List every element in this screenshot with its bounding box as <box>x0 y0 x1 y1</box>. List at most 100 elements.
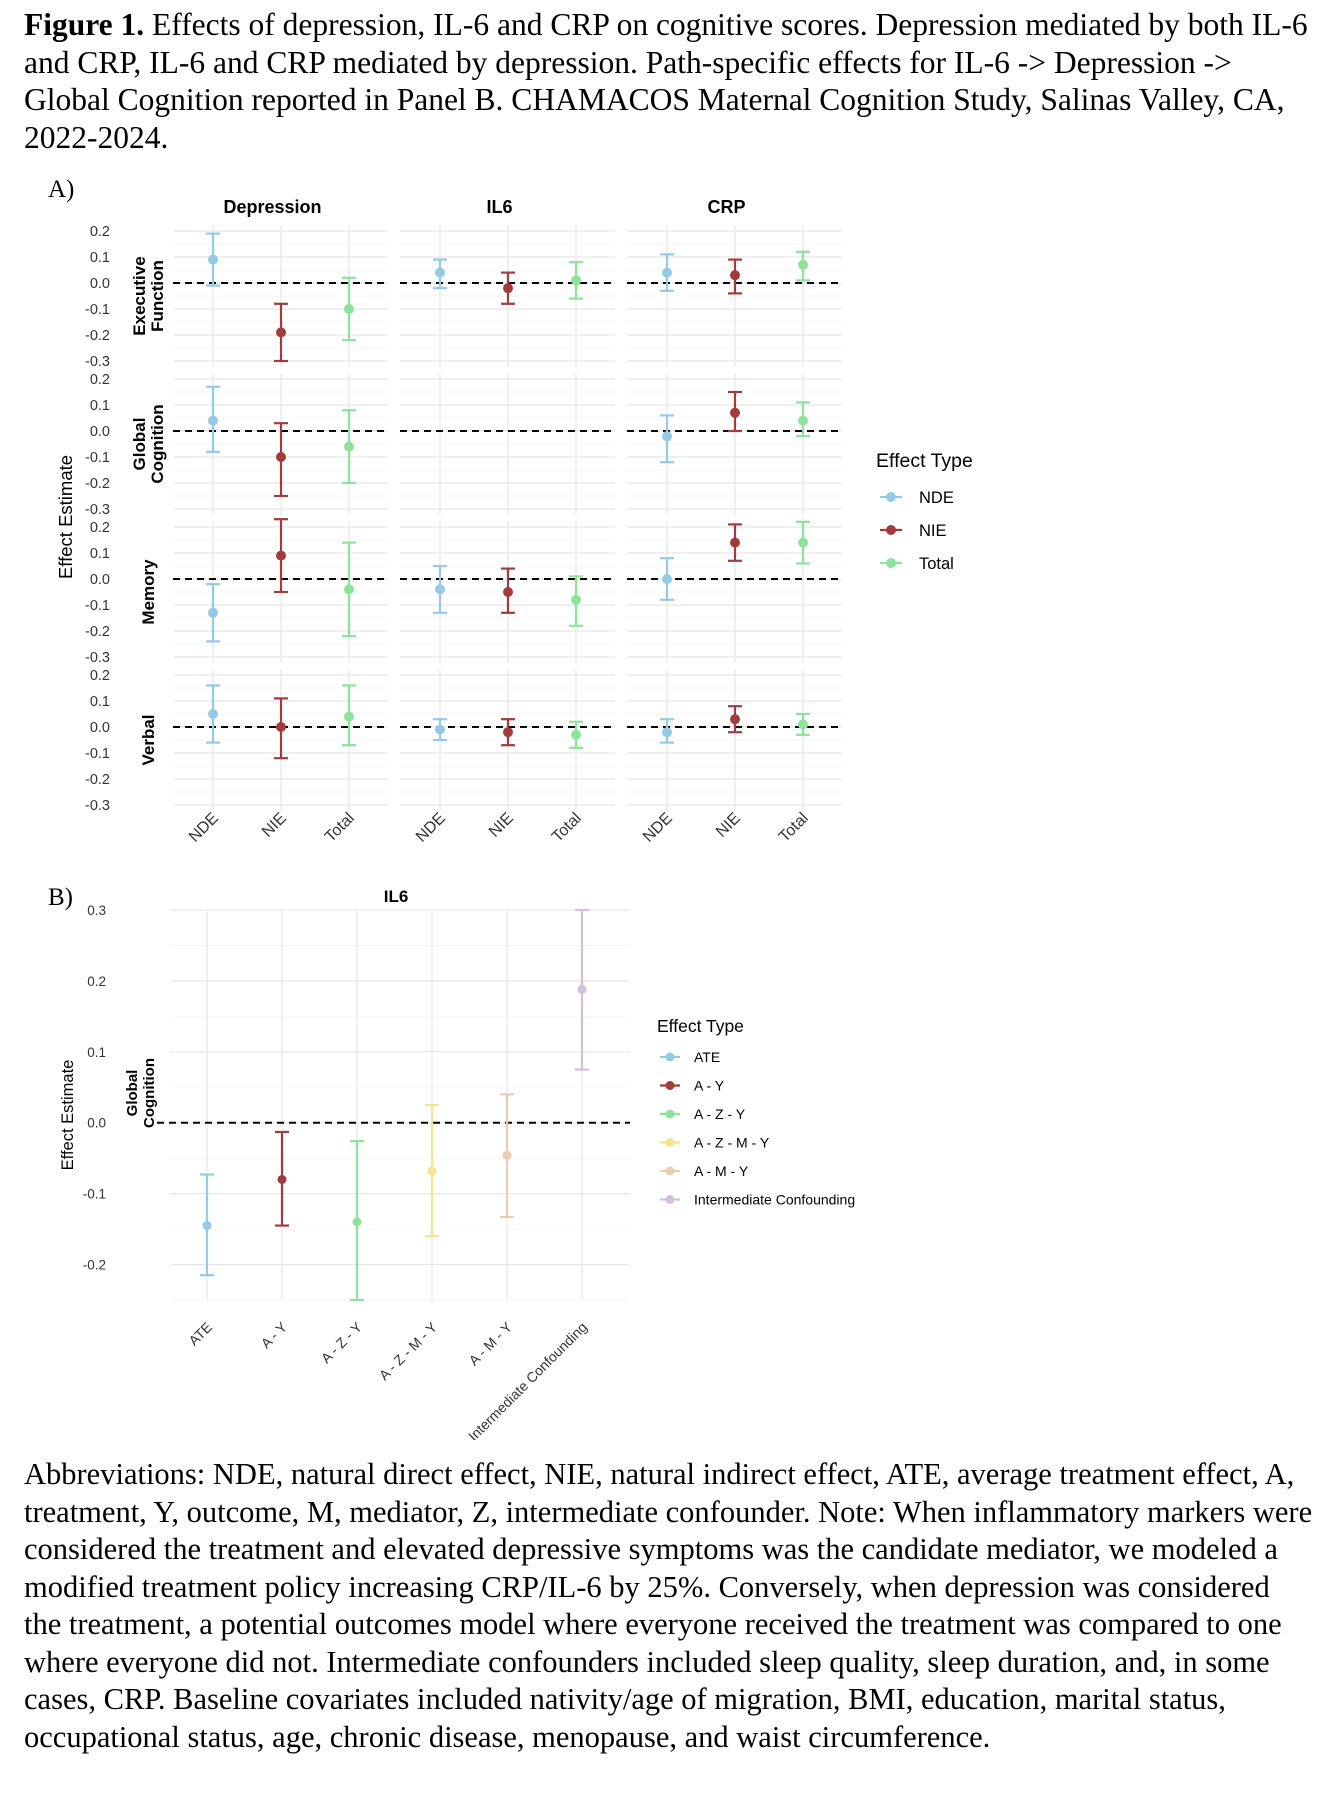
point-crp-verbal-nde-point <box>662 727 672 737</box>
facet-row-label: GlobalCognition <box>124 1058 158 1128</box>
y-tick-label: 0.1 <box>87 1045 106 1060</box>
facet-title-crp: CRP <box>707 197 745 217</box>
legend-key-point-nde <box>886 492 896 502</box>
y-tick-label: -0.3 <box>85 354 110 370</box>
facet-row-text: GlobalCognition <box>130 404 167 483</box>
point-il6-executive-function-total <box>569 262 583 298</box>
point-depression-memory-nde <box>206 584 220 641</box>
x-tick-label: A - M - Y <box>465 1318 515 1368</box>
point-depression-memory-nie-point <box>276 551 286 561</box>
point-crp-verbal-total-point <box>798 719 808 729</box>
y-tick-label: -0.2 <box>85 328 110 344</box>
facet-row-label-verbal: Verbal <box>139 714 158 765</box>
y-tick-label: -0.2 <box>85 476 110 492</box>
figure-footnote: Abbreviations: NDE, natural direct effec… <box>24 1456 1314 1756</box>
legend-label-total: Total <box>919 555 954 573</box>
legend-key-point-a-z-m-y <box>666 1138 675 1147</box>
point-depression-memory-total <box>342 543 356 637</box>
point-crp-global-cognition-nde-point <box>662 431 672 441</box>
point-depression-executive-function-total-point <box>344 304 354 314</box>
point-il6-memory-nde <box>433 566 447 613</box>
x-tick-label: NIE <box>259 810 290 841</box>
y-tick-label: 0.2 <box>87 974 106 989</box>
point-crp-executive-function-nde-point <box>662 268 672 278</box>
legend-label-nde: NDE <box>919 489 954 507</box>
legend-key-point-intermediate-confounding <box>666 1195 675 1204</box>
point-il6-executive-function-total-point <box>571 275 581 285</box>
point-depression-verbal-nie <box>274 698 288 758</box>
y-tick-label: 0.1 <box>90 398 110 414</box>
point-il6-executive-function-nde <box>433 260 447 289</box>
point-il6-executive-function-nie-point <box>503 283 513 293</box>
facet-title-depression: Depression <box>223 197 321 217</box>
x-tick-label: Total <box>322 810 358 846</box>
legend-key-point-total <box>886 558 896 568</box>
x-tick-label: ATE <box>185 1319 215 1349</box>
panel-a-chart: Depression IL6 CRP 0.2 0.1 0.0 -0.1 -0.2 -0.3 Exe… <box>0 175 1318 885</box>
y-tick-label: -0.1 <box>85 598 110 614</box>
point-depression-global-cognition-nde-point <box>208 416 218 426</box>
y-tick-label: 0.0 <box>90 720 110 736</box>
point-crp-executive-function-nie <box>728 260 742 294</box>
y-axis-label: Effect Estimate <box>59 1060 77 1171</box>
point-depression-executive-function-nie-point <box>276 327 286 337</box>
legend-label-a-y: A - Y <box>694 1078 725 1094</box>
y-tick-label: 0.0 <box>87 1116 106 1131</box>
y-tick-label: 0.2 <box>90 668 110 684</box>
point-intermediate-confounding-point <box>578 985 587 994</box>
point-crp-memory-nde-point <box>662 574 672 584</box>
figure-caption-text: Effects of depression, IL-6 and CRP on c… <box>24 7 1308 155</box>
point-il6-verbal-total <box>569 722 583 748</box>
figure-label: Figure 1. <box>24 7 144 42</box>
facet-row-label-memory: Memory <box>139 559 158 625</box>
legend-label-a-z-m-y: A - Z - M - Y <box>694 1135 770 1151</box>
facet-row-text: ExecutiveFunction <box>130 256 167 335</box>
legend-key-point-nie <box>886 525 896 535</box>
point-depression-global-cognition-nie <box>274 423 288 496</box>
legend-key-point-a-m-y <box>666 1167 675 1176</box>
point-depression-global-cognition-nde <box>206 387 220 452</box>
y-axis-label: Effect Estimate <box>55 455 76 579</box>
legend: Effect TypeATEA - YA - Z - YA - Z - M - … <box>657 1016 855 1208</box>
y-tick-label: -0.1 <box>85 302 110 318</box>
y-tick-label: -0.1 <box>85 450 110 466</box>
legend-key-point-a-z-y <box>666 1110 675 1119</box>
point-il6-verbal-nie-point <box>503 727 513 737</box>
y-tick-label: 0.0 <box>90 424 110 440</box>
point-depression-memory-total-point <box>344 584 354 594</box>
legend: Effect Type NDE NIE Total <box>876 450 973 573</box>
point-il6-memory-total-point <box>571 595 581 605</box>
legend-key-point-ate <box>666 1053 675 1062</box>
point-il6-executive-function-nde-point <box>435 268 445 278</box>
point-intermediate-confounding <box>575 910 589 1070</box>
point-crp-memory-nde <box>660 558 674 600</box>
point-a-z-m-y <box>425 1105 439 1236</box>
point-il6-verbal-nde-point <box>435 725 445 735</box>
x-tick-label: A - Z - Y <box>318 1318 366 1366</box>
x-tick-label: A - Z - M - Y <box>376 1318 441 1383</box>
y-tick-label: 0.2 <box>90 372 110 388</box>
point-a-y <box>275 1132 289 1226</box>
y-tick-label: 0.2 <box>90 224 110 240</box>
point-ate <box>200 1174 214 1275</box>
point-depression-executive-function-nde-point <box>208 255 218 265</box>
point-crp-global-cognition-total-point <box>798 416 808 426</box>
x-tick-label: A - Y <box>258 1318 291 1351</box>
y-tick-label: 0.2 <box>90 520 110 536</box>
point-a-z-y <box>350 1141 364 1300</box>
point-crp-verbal-nie <box>728 706 742 732</box>
y-tick-label: 0.1 <box>90 694 110 710</box>
facet-title-il6: IL6 <box>486 197 512 217</box>
point-il6-verbal-nde <box>433 719 447 740</box>
legend-title: Effect Type <box>657 1016 744 1036</box>
point-crp-executive-function-total-point <box>798 260 808 270</box>
legend-label-a-z-y: A - Z - Y <box>694 1106 746 1122</box>
point-depression-verbal-nde-point <box>208 709 218 719</box>
legend-label-intermediate-confounding: Intermediate Confounding <box>694 1192 855 1208</box>
y-tick-label: -0.2 <box>83 1258 106 1273</box>
point-depression-verbal-nde <box>206 685 220 742</box>
y-tick-label: -0.1 <box>85 746 110 762</box>
point-crp-verbal-nde <box>660 719 674 742</box>
facet-row-text: Memory <box>139 559 158 625</box>
facet-row-text: Verbal <box>139 714 158 765</box>
